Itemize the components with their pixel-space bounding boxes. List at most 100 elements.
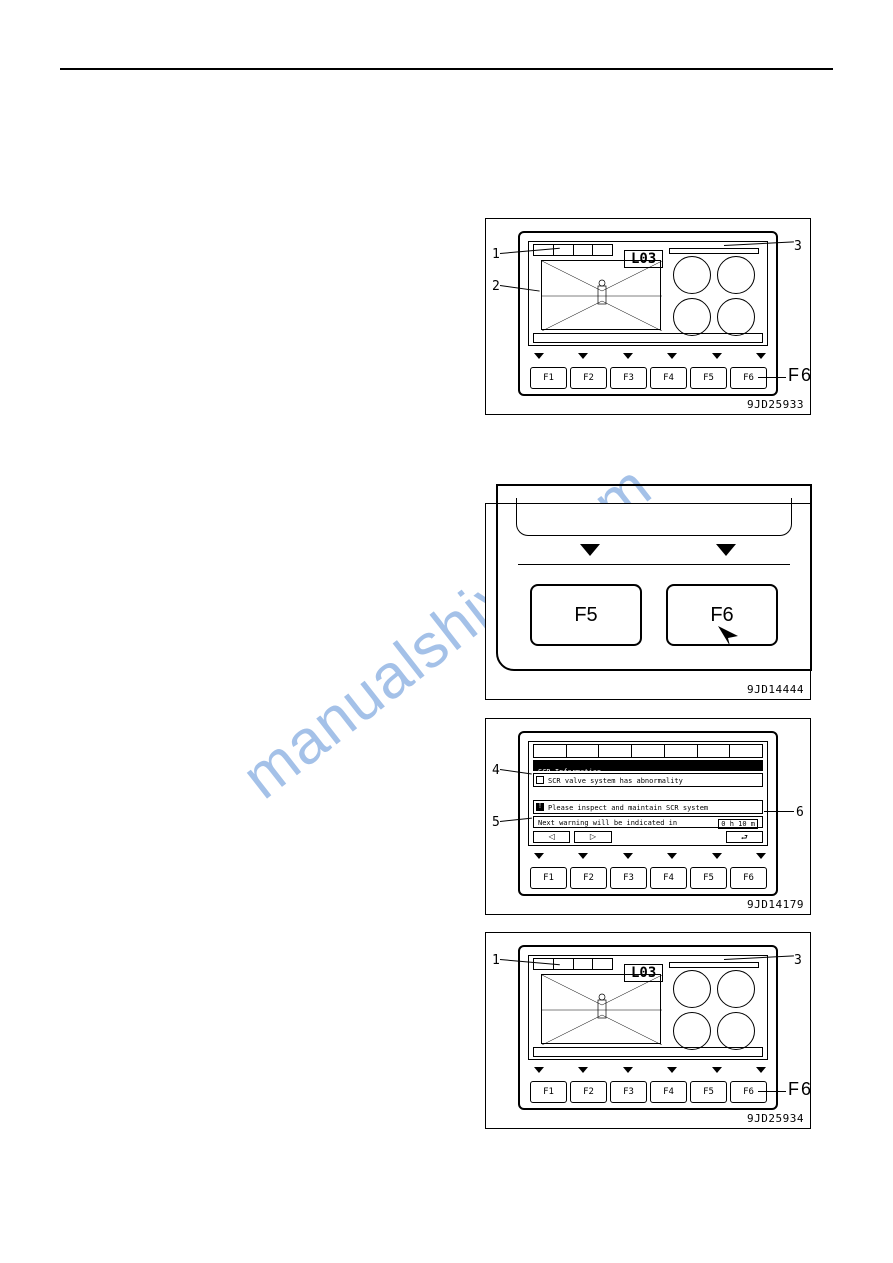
triangle-icon [756,853,766,859]
triangle-icon [623,853,633,859]
status-icon [593,245,612,255]
triangle-icon [667,353,677,359]
scr-title-bar: SCR Information [533,760,763,771]
callout-1: 1 [492,247,500,262]
function-button-row: F1 F2 F3 F4 F5 F6 [530,1081,767,1103]
f6-button[interactable]: F6 [730,867,767,889]
f5-button[interactable]: F5 [690,1081,727,1103]
f2-button[interactable]: F2 [570,867,607,889]
callout-f6: F6 [788,365,813,386]
triangle-icon [712,1067,722,1073]
camera-view [541,260,661,330]
triangle-icon [712,853,722,859]
scr-line3-value: 0 h 10 m [718,819,758,829]
callout-2: 2 [492,279,500,294]
gauge-icon [673,1012,711,1050]
callout-1: 1 [492,953,500,968]
scr-line1-text: SCR valve system has abnormality [548,777,683,785]
header-rule [60,68,833,70]
leader-line [758,377,786,378]
device-screen: L03 [528,955,768,1060]
scr-line3-box: Next warning will be indicated in 0 h 10… [533,816,763,828]
triangle-indicators [534,1067,766,1073]
f4-button[interactable]: F4 [650,1081,687,1103]
f1-button[interactable]: F1 [530,1081,567,1103]
status-icon [567,745,600,757]
function-button-row: F1 F2 F3 F4 F5 F6 [530,367,767,389]
status-icon [554,245,574,255]
triangle-icon [756,353,766,359]
f5-button[interactable]: F5 [690,367,727,389]
divider-line [518,564,790,565]
device-frame: L03 [518,231,778,396]
status-icon [730,745,762,757]
f5-button[interactable]: F5 [690,867,727,889]
nav-arrow-row: ◁ ▷ ⮐ [533,831,763,843]
callout-6: 6 [796,805,804,820]
device-frame: L03 [518,945,778,1110]
device-frame: SCR Information SCR valve system has abn… [518,731,778,896]
perspective-lines-icon [542,975,662,1045]
f6-button[interactable]: F6 [730,367,767,389]
f6-button[interactable]: F6 [730,1081,767,1103]
document-page: manualshive.com L03 [0,0,893,1263]
f3-button[interactable]: F3 [610,1081,647,1103]
status-icon [632,745,665,757]
device-partial-frame: F5 F6 [496,484,812,671]
triangle-icon [756,1067,766,1073]
triangle-icon [534,353,544,359]
gauge-cluster [669,248,764,338]
status-icon [574,959,594,969]
f2-button[interactable]: F2 [570,367,607,389]
figure-1: L03 [485,218,811,415]
triangle-icon [623,1067,633,1073]
scr-line2-box: ! Please inspect and maintain SCR system [533,800,763,814]
gauge-icon [717,1012,755,1050]
triangle-icon [667,853,677,859]
perspective-lines-icon [542,261,662,331]
f2-button[interactable]: F2 [570,1081,607,1103]
triangle-icon [534,853,544,859]
triangle-icon [578,353,588,359]
figure-3: SCR Information SCR valve system has abn… [485,718,811,915]
f4-button[interactable]: F4 [650,367,687,389]
pointer-arrow-icon [716,624,740,648]
bottom-strip [533,1047,763,1057]
status-icon [593,959,612,969]
triangle-indicators [534,853,766,859]
triangle-indicators [534,353,766,359]
f4-button[interactable]: F4 [650,867,687,889]
triangle-icon [578,853,588,859]
gauge-icon [717,970,755,1008]
status-icon [698,745,731,757]
f3-button[interactable]: F3 [610,367,647,389]
leader-line [758,1091,786,1092]
nav-left-icon[interactable]: ◁ [533,831,570,843]
gauge-icon [717,298,755,336]
figure-code: 9JD14179 [747,898,804,911]
camera-view [541,974,661,1044]
status-icon [574,245,594,255]
triangle-icon [712,353,722,359]
triangle-icon [623,353,633,359]
scr-line1-box: SCR valve system has abnormality [533,773,763,787]
indicator-bar [669,248,759,254]
f1-button[interactable]: F1 [530,867,567,889]
figure-code: 9JD14444 [747,683,804,696]
triangle-icon [716,544,736,556]
gauge-icon [673,256,711,294]
nav-return-icon[interactable]: ⮐ [726,831,763,843]
nav-right-icon[interactable]: ▷ [574,831,611,843]
callout-3: 3 [794,239,802,254]
scr-line2-text: Please inspect and maintain SCR system [548,804,708,812]
warning-icon [536,776,544,784]
callout-4: 4 [492,763,500,778]
figure-code: 9JD25933 [747,398,804,411]
f5-button[interactable]: F5 [530,584,642,646]
leader-line [764,811,794,812]
status-icon [665,745,698,757]
callout-5: 5 [492,815,500,830]
f1-button[interactable]: F1 [530,367,567,389]
f3-button[interactable]: F3 [610,867,647,889]
status-icon [534,745,567,757]
